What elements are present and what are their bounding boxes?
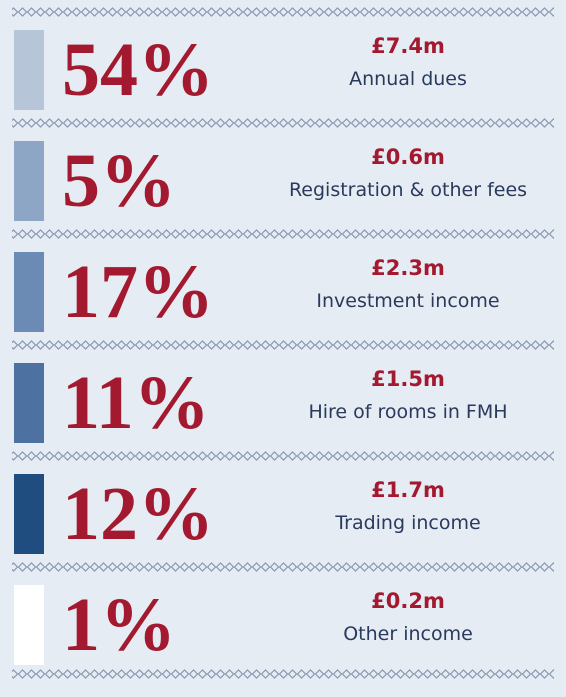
- income-row: 5% £0.6m Registration & other fees: [0, 131, 566, 231]
- label-text: Other income: [343, 623, 473, 645]
- divider: [12, 561, 554, 573]
- label-text: Annual dues: [349, 68, 467, 90]
- amount-text: £0.6m: [371, 145, 445, 169]
- amount-text: £1.5m: [371, 367, 445, 391]
- amount-text: £0.2m: [371, 589, 445, 613]
- percent-text: 5%: [62, 139, 176, 223]
- color-swatch: [14, 363, 44, 443]
- color-swatch: [14, 585, 44, 665]
- percent-text: 1%: [62, 583, 176, 667]
- divider: [12, 668, 554, 680]
- divider: [12, 450, 554, 462]
- amount-text: £1.7m: [371, 478, 445, 502]
- income-row: 11% £1.5m Hire of rooms in FMH: [0, 353, 566, 453]
- percent-text: 11%: [62, 361, 210, 445]
- income-row: 17% £2.3m Investment income: [0, 242, 566, 342]
- color-swatch: [14, 474, 44, 554]
- divider: [12, 117, 554, 129]
- amount-text: £2.3m: [371, 256, 445, 280]
- divider: [12, 6, 554, 18]
- label-text: Hire of rooms in FMH: [308, 401, 508, 423]
- percent-text: 54%: [62, 28, 214, 112]
- divider: [12, 228, 554, 240]
- label-text: Trading income: [335, 512, 481, 534]
- color-swatch: [14, 30, 44, 110]
- income-row: 54% £7.4m Annual dues: [0, 20, 566, 120]
- amount-text: £7.4m: [371, 34, 445, 58]
- label-text: Investment income: [316, 290, 500, 312]
- income-row: 12% £1.7m Trading income: [0, 464, 566, 564]
- income-row: 1% £0.2m Other income: [0, 575, 566, 675]
- color-swatch: [14, 252, 44, 332]
- label-text: Registration & other fees: [288, 179, 528, 201]
- divider: [12, 339, 554, 351]
- percent-text: 17%: [62, 250, 214, 334]
- color-swatch: [14, 141, 44, 221]
- percent-text: 12%: [62, 472, 214, 556]
